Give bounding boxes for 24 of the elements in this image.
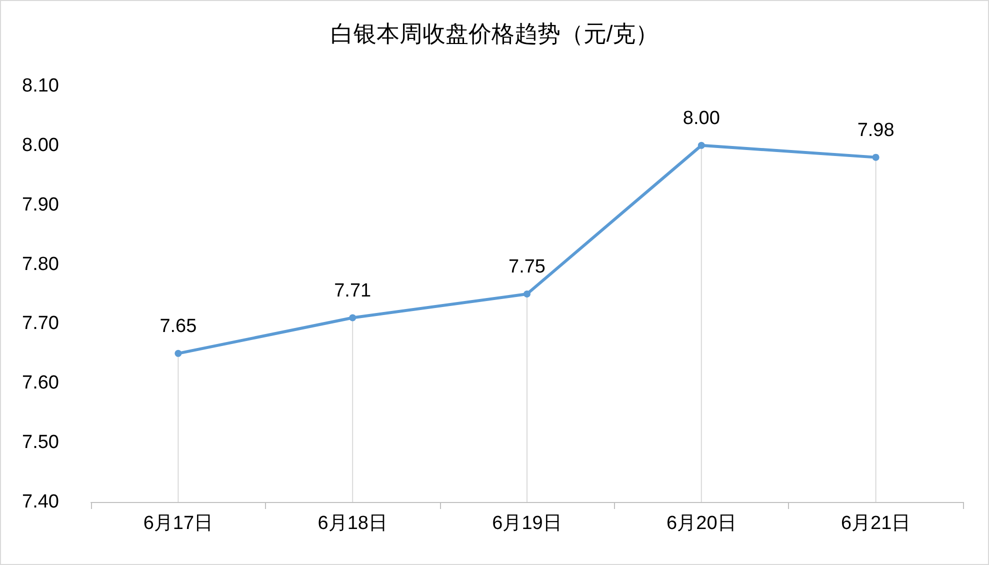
data-label: 8.00 [682,108,720,129]
data-label: 7.71 [334,280,372,302]
point [698,142,705,149]
point [524,290,530,298]
x-tick-label: 6月17日 [143,513,214,534]
x-tick-label: 6月18日 [318,513,388,534]
y-tick-label: 7.50 [22,432,59,454]
point [872,154,880,161]
point [174,350,182,357]
chart-title: 白银本周收盘价格趋势（元/克） [330,20,659,46]
data-label: 7.75 [508,256,546,278]
y-tick-label: 8.00 [22,134,59,156]
y-tick-label: 8.10 [22,76,59,96]
data-label: 7.65 [160,316,197,337]
x-tick-label: 6月21日 [840,513,911,534]
y-tick-label: 7.90 [22,194,59,216]
y-tick-label: 7.40 [22,492,59,512]
x-tick-label: 6月20日 [666,513,736,534]
x-tick-label: 6月19日 [492,513,562,534]
y-tick-label: 7.80 [22,254,59,275]
y-tick-label: 7.70 [22,313,59,334]
y-tick-label: 7.60 [22,372,59,394]
point [349,314,356,322]
data-label: 7.98 [857,120,894,141]
